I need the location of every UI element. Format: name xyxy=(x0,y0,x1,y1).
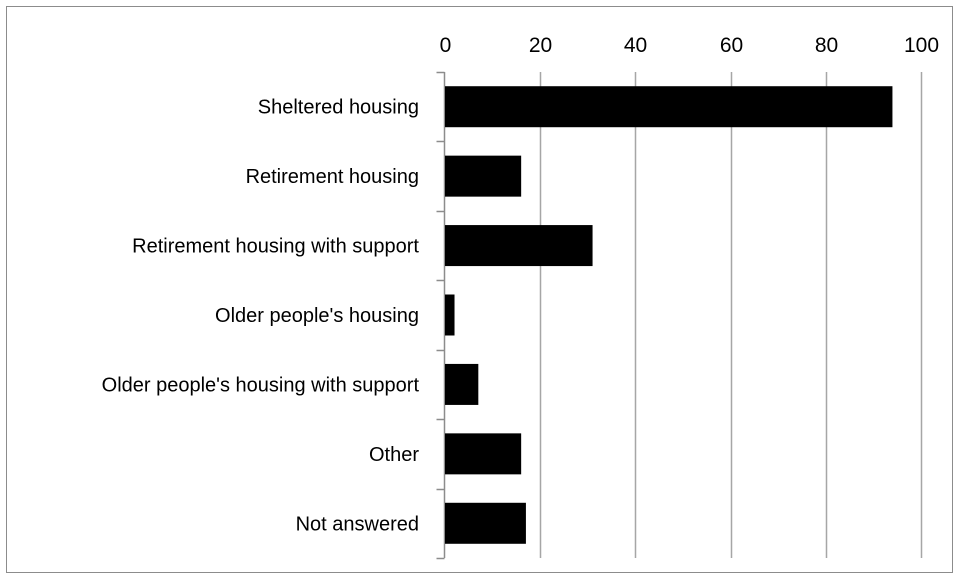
value-axis-tick-labels: 0 20 40 60 80 100 xyxy=(440,34,939,57)
category-labels: Sheltered housing Retirement housing Retir… xyxy=(102,97,420,536)
bar-5 xyxy=(445,433,522,475)
category-axis xyxy=(436,71,446,560)
bar-1 xyxy=(445,155,522,197)
x-tick-label-60: 60 xyxy=(720,34,743,57)
category-label-2: Retirement housing with support xyxy=(132,236,419,258)
bars xyxy=(445,86,893,544)
x-tick-label-40: 40 xyxy=(624,34,647,57)
x-tick-label-100: 100 xyxy=(904,34,939,57)
bar-6 xyxy=(445,502,526,544)
category-label-1: Retirement housing xyxy=(246,166,419,188)
category-label-0: Sheltered housing xyxy=(258,97,419,119)
gridlines xyxy=(539,72,923,558)
bar-0 xyxy=(445,86,893,128)
bar-2 xyxy=(445,225,593,267)
category-label-4: Older people's housing with support xyxy=(102,374,420,396)
x-tick-label-0: 0 xyxy=(440,34,452,57)
x-tick-label-20: 20 xyxy=(529,34,552,57)
category-label-5: Other xyxy=(369,444,419,466)
bar-4 xyxy=(445,363,479,405)
category-label-6: Not answered xyxy=(296,513,419,535)
x-tick-label-80: 80 xyxy=(815,34,838,57)
category-label-3: Older people's housing xyxy=(215,305,419,327)
bar-3 xyxy=(445,294,455,336)
